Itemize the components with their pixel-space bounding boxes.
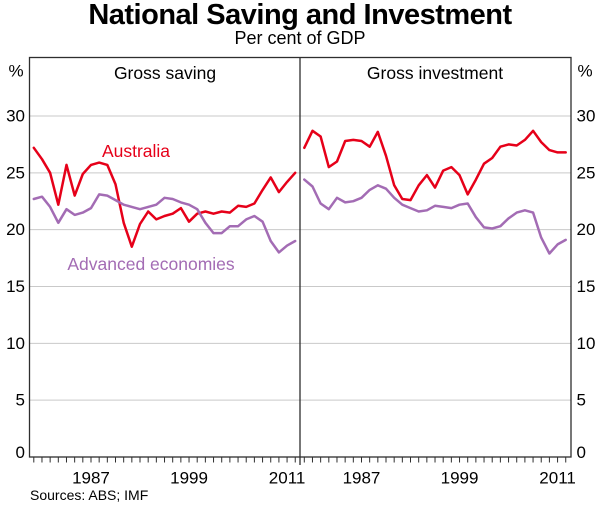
y-label-right-25: 25: [577, 163, 596, 182]
y-label-right-5: 5: [577, 391, 586, 410]
y-label-left-5: 5: [16, 391, 25, 410]
chart-subtitle: Per cent of GDP: [234, 28, 366, 48]
chart-title: National Saving and Investment: [88, 0, 512, 31]
series-label-australia: Australia: [101, 141, 171, 161]
panel-title-gross-investment: Gross investment: [366, 63, 504, 83]
sources-note: Sources: ABS; IMF: [30, 487, 149, 503]
y-unit-right: %: [577, 62, 592, 81]
line-saving-advanced-economies: [32, 193, 297, 254]
y-label-left-10: 10: [6, 334, 25, 353]
y-label-right-0: 0: [577, 443, 586, 462]
y-label-left-15: 15: [6, 277, 25, 296]
y-label-right-15: 15: [577, 277, 596, 296]
line-investment-advanced-economies: [303, 178, 567, 255]
y-label-right-20: 20: [577, 220, 596, 239]
y-label-left-20: 20: [6, 220, 25, 239]
line-saving-australia: [32, 146, 297, 248]
y-label-left-0: 0: [16, 443, 25, 462]
line-investment-australia: [303, 129, 567, 202]
y-label-right-10: 10: [577, 334, 596, 353]
x-label-right-1987: 1987: [343, 469, 381, 488]
x-label-left-1999: 1999: [170, 469, 208, 488]
panel-title-gross-saving: Gross saving: [113, 63, 217, 83]
y-unit-left: %: [8, 62, 23, 81]
x-label-right-2011: 2011: [539, 469, 576, 488]
y-label-left-30: 30: [6, 106, 25, 125]
x-label-left-2011: 2011: [269, 469, 306, 488]
series-label-advanced-economies: Advanced economies: [67, 254, 235, 274]
y-label-right-30: 30: [577, 106, 596, 125]
x-label-right-1999: 1999: [441, 469, 479, 488]
x-label-left-1987: 1987: [72, 469, 110, 488]
y-label-left-25: 25: [6, 163, 25, 182]
